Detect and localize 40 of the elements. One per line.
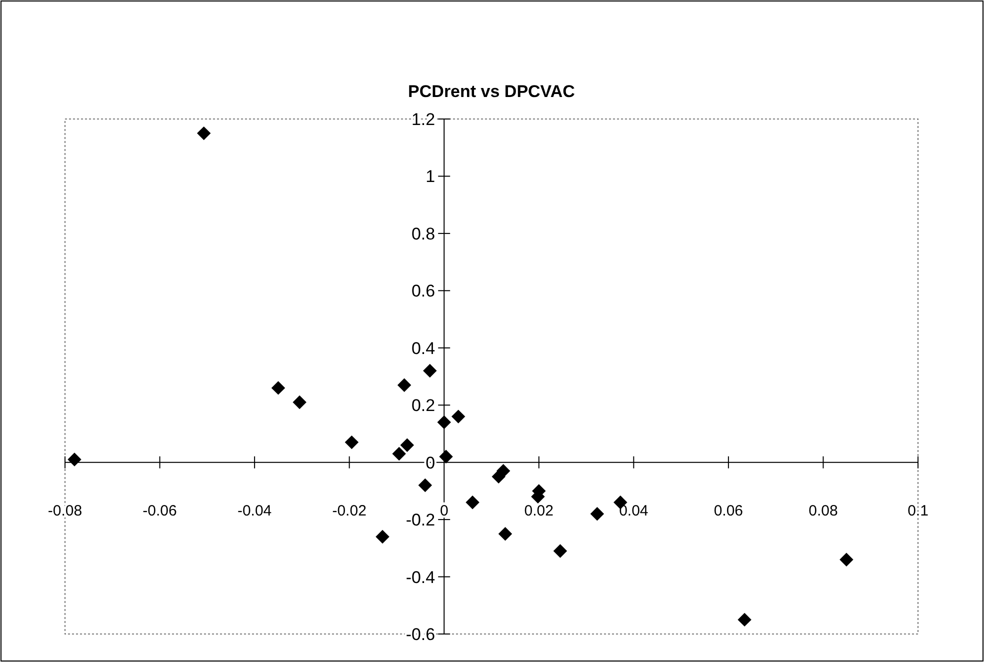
y-tick-label: -0.2 [406, 510, 436, 530]
point [553, 544, 568, 558]
y-tick-label: 1 [426, 167, 436, 186]
point [344, 435, 359, 450]
chart-title: PCDrent vs DPCVAC [408, 82, 575, 101]
x-tick-label: -0.06 [142, 502, 177, 520]
point [738, 612, 752, 627]
point [271, 381, 286, 395]
x-tick-label: 0.1 [908, 502, 928, 520]
x-tick-label: -0.04 [237, 502, 272, 520]
point [496, 464, 510, 478]
y-tick-label: -0.4 [406, 568, 436, 587]
y-tick-label: 0.2 [411, 396, 436, 416]
point [397, 378, 412, 392]
point [451, 410, 466, 424]
y-tick-label: 1.2 [411, 110, 436, 129]
point [376, 530, 390, 544]
x-tick-label: -0.08 [48, 502, 82, 520]
x-tick-label: 0 [440, 502, 448, 520]
point [590, 506, 604, 521]
point [392, 446, 406, 461]
y-tick-label: -0.6 [406, 625, 436, 644]
point [439, 450, 453, 464]
point [400, 438, 414, 452]
x-tick-label: 0.02 [524, 502, 554, 520]
y-tick-label: 0.8 [411, 224, 436, 244]
x-tick-label: 0.08 [808, 502, 838, 520]
x-tick-label: -0.02 [332, 502, 366, 520]
point [437, 415, 451, 430]
point [498, 527, 512, 541]
x-tick-label: 0.06 [714, 502, 744, 520]
point [196, 126, 211, 140]
point [840, 552, 854, 566]
y-tick-label: 0.6 [411, 282, 436, 301]
point [68, 452, 82, 466]
point [292, 395, 306, 410]
point [418, 478, 432, 492]
point [423, 364, 437, 378]
point [466, 496, 480, 510]
y-tick-label: 0.4 [411, 338, 436, 358]
